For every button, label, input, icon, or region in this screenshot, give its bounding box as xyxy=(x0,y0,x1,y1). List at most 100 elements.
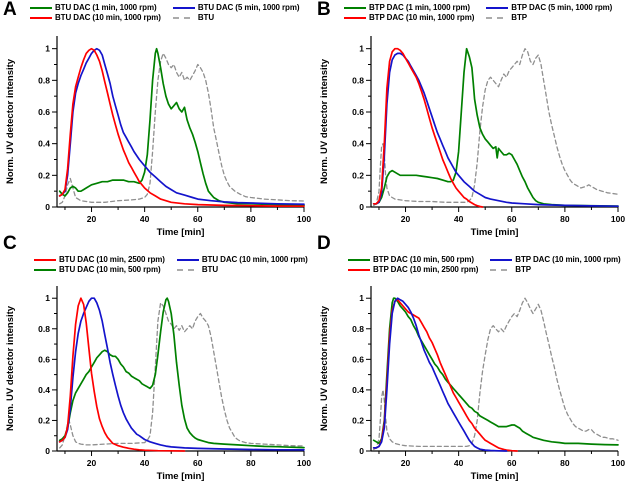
y-tick-label: 0 xyxy=(45,446,50,456)
legend-C: BTU DAC (10 min, 2500 rpm) BTU DAC (10 mi… xyxy=(34,255,308,274)
y-tick-label: 0.2 xyxy=(38,415,50,425)
panel-letter-B: B xyxy=(317,0,331,20)
series-line xyxy=(373,48,619,207)
chart-svg: 20 40 60 80 100 0 0.2 0.4 0.6 0.8 1 Time [min] Norm.… xyxy=(319,286,625,482)
legend-item: BTU DAC (10 min, 1000 rpm) xyxy=(30,13,161,22)
y-tick-label: 0.2 xyxy=(352,170,364,180)
legend-line-swatch xyxy=(486,16,509,19)
y-axis-title: Norm. UV detector intensity xyxy=(5,58,16,184)
y-tick-label: 0 xyxy=(45,202,50,212)
legend-label: BTU DAC (10 min, 500 rpm) xyxy=(59,265,161,274)
legend-line-swatch xyxy=(172,16,195,19)
legend-item: BTP DAC (10 min, 500 rpm) xyxy=(348,255,478,264)
series-line xyxy=(58,47,305,208)
series-line xyxy=(59,302,305,449)
legend-item: BTP DAC (1 min, 1000 rpm) xyxy=(344,3,474,12)
y-axis-title: Norm. UV detector intensity xyxy=(319,305,330,431)
legend-label: BTP DAC (10 min, 2500 rpm) xyxy=(373,265,479,274)
legend-B: BTP DAC (1 min, 1000 rpm) BTP DAC (5 min,… xyxy=(344,3,612,22)
x-axis-title: Time [min] xyxy=(471,471,519,482)
legend-label: BTU DAC (1 min, 1000 rpm) xyxy=(55,3,157,12)
legend-item: BTU xyxy=(176,265,308,274)
legend-item: BTU DAC (10 min, 2500 rpm) xyxy=(34,255,165,264)
legend-line-swatch xyxy=(348,268,370,271)
y-tick-label: 0.6 xyxy=(352,354,364,364)
legend-label: BTU DAC (10 min, 1000 rpm) xyxy=(201,255,308,264)
legend-label: BTU xyxy=(201,265,219,274)
x-tick-label: 100 xyxy=(611,458,625,468)
legend-label: BTP DAC (5 min, 1000 rpm) xyxy=(511,3,613,12)
x-axis-title: Time [min] xyxy=(157,471,205,482)
x-tick-label: 20 xyxy=(87,458,97,468)
panel-B: B BTP DAC (1 min, 1000 rpm) BTP DAC (5 mi… xyxy=(314,0,627,241)
x-tick-label: 40 xyxy=(454,214,464,224)
panel-A: A BTU DAC (1 min, 1000 rpm) BTU DAC (5 mi… xyxy=(0,0,313,241)
legend-label: BTU xyxy=(197,13,215,22)
plot-B: 20 40 60 80 100 0 0.2 0.4 0.6 0.8 1 Time [min] Norm.… xyxy=(314,30,627,244)
x-tick-label: 20 xyxy=(401,458,411,468)
legend-line-swatch xyxy=(176,268,199,271)
x-tick-label: 20 xyxy=(87,214,97,224)
legend-label: BTP xyxy=(511,13,527,22)
y-tick-label: 0.4 xyxy=(352,139,364,149)
y-tick-label: 0 xyxy=(359,202,364,212)
plot-D: 20 40 60 80 100 0 0.2 0.4 0.6 0.8 1 Time [min] Norm.… xyxy=(314,280,627,483)
y-tick-label: 0.4 xyxy=(38,385,50,395)
legend-item: BTP DAC (10 min, 1000 rpm) xyxy=(490,255,621,264)
legend-label: BTU DAC (10 min, 1000 rpm) xyxy=(55,13,161,22)
x-axis-title: Time [min] xyxy=(471,227,519,238)
series-line xyxy=(58,297,305,449)
x-tick-label: 40 xyxy=(140,214,150,224)
legend-item: BTU xyxy=(172,13,300,22)
plot-A: 20 40 60 80 100 0 0.2 0.4 0.6 0.8 1 Time [min] Norm.… xyxy=(0,30,313,244)
y-tick-label: 0.6 xyxy=(38,354,50,364)
x-tick-label: 80 xyxy=(560,458,570,468)
x-axis-title: Time [min] xyxy=(157,227,205,238)
x-tick-label: 40 xyxy=(140,458,150,468)
series-line xyxy=(58,47,305,206)
x-tick-label: 80 xyxy=(560,214,570,224)
legend-item: BTP DAC (5 min, 1000 rpm) xyxy=(486,3,612,12)
legend-line-swatch xyxy=(490,268,513,271)
x-tick-label: 60 xyxy=(507,458,517,468)
panel-letter-C: C xyxy=(3,233,17,254)
y-tick-label: 0.8 xyxy=(352,75,364,85)
chart-svg: 20 40 60 80 100 0 0.2 0.4 0.6 0.8 1 Time [min] Norm.… xyxy=(5,36,311,238)
series-line xyxy=(372,297,619,446)
y-tick-label: 1 xyxy=(359,44,364,54)
x-tick-label: 60 xyxy=(193,214,203,224)
y-tick-label: 1 xyxy=(45,44,50,54)
series-line xyxy=(372,298,518,452)
x-tick-label: 20 xyxy=(401,214,411,224)
y-tick-label: 0.4 xyxy=(38,139,50,149)
y-axis-title: Norm. UV detector intensity xyxy=(5,305,16,431)
legend-line-swatch xyxy=(34,258,56,261)
panel-C: C BTU DAC (10 min, 2500 rpm) BTU DAC (10 … xyxy=(0,234,313,483)
panel-letter-D: D xyxy=(317,233,331,254)
legend-line-swatch xyxy=(344,16,366,19)
x-tick-label: 100 xyxy=(297,458,311,468)
legend-line-swatch xyxy=(344,6,366,9)
plot-C: 20 40 60 80 100 0 0.2 0.4 0.6 0.8 1 Time [min] Norm.… xyxy=(0,280,313,483)
series-line xyxy=(372,47,484,208)
series-line xyxy=(372,52,619,208)
legend-line-swatch xyxy=(30,16,52,19)
y-tick-label: 0.4 xyxy=(352,385,364,395)
legend-line-swatch xyxy=(490,258,513,261)
legend-D: BTP DAC (10 min, 500 rpm) BTP DAC (10 min… xyxy=(348,255,621,274)
chart-svg: 20 40 60 80 100 0 0.2 0.4 0.6 0.8 1 Time [min] Norm.… xyxy=(5,286,311,482)
legend-label: BTP DAC (10 min, 1000 rpm) xyxy=(515,255,621,264)
x-tick-label: 80 xyxy=(246,214,256,224)
legend-item: BTU DAC (5 min, 1000 rpm) xyxy=(172,3,300,12)
x-tick-label: 100 xyxy=(297,214,311,224)
legend-label: BTP DAC (10 min, 1000 rpm) xyxy=(369,13,475,22)
y-tick-label: 0.8 xyxy=(38,324,50,334)
series-line xyxy=(372,297,508,452)
legend-item: BTU DAC (10 min, 500 rpm) xyxy=(34,265,165,274)
legend-label: BTP xyxy=(515,265,531,274)
legend-A: BTU DAC (1 min, 1000 rpm) BTU DAC (5 min,… xyxy=(30,3,300,22)
y-tick-label: 0.8 xyxy=(38,75,50,85)
legend-label: BTP DAC (1 min, 1000 rpm) xyxy=(369,3,470,12)
series-line xyxy=(58,297,305,451)
